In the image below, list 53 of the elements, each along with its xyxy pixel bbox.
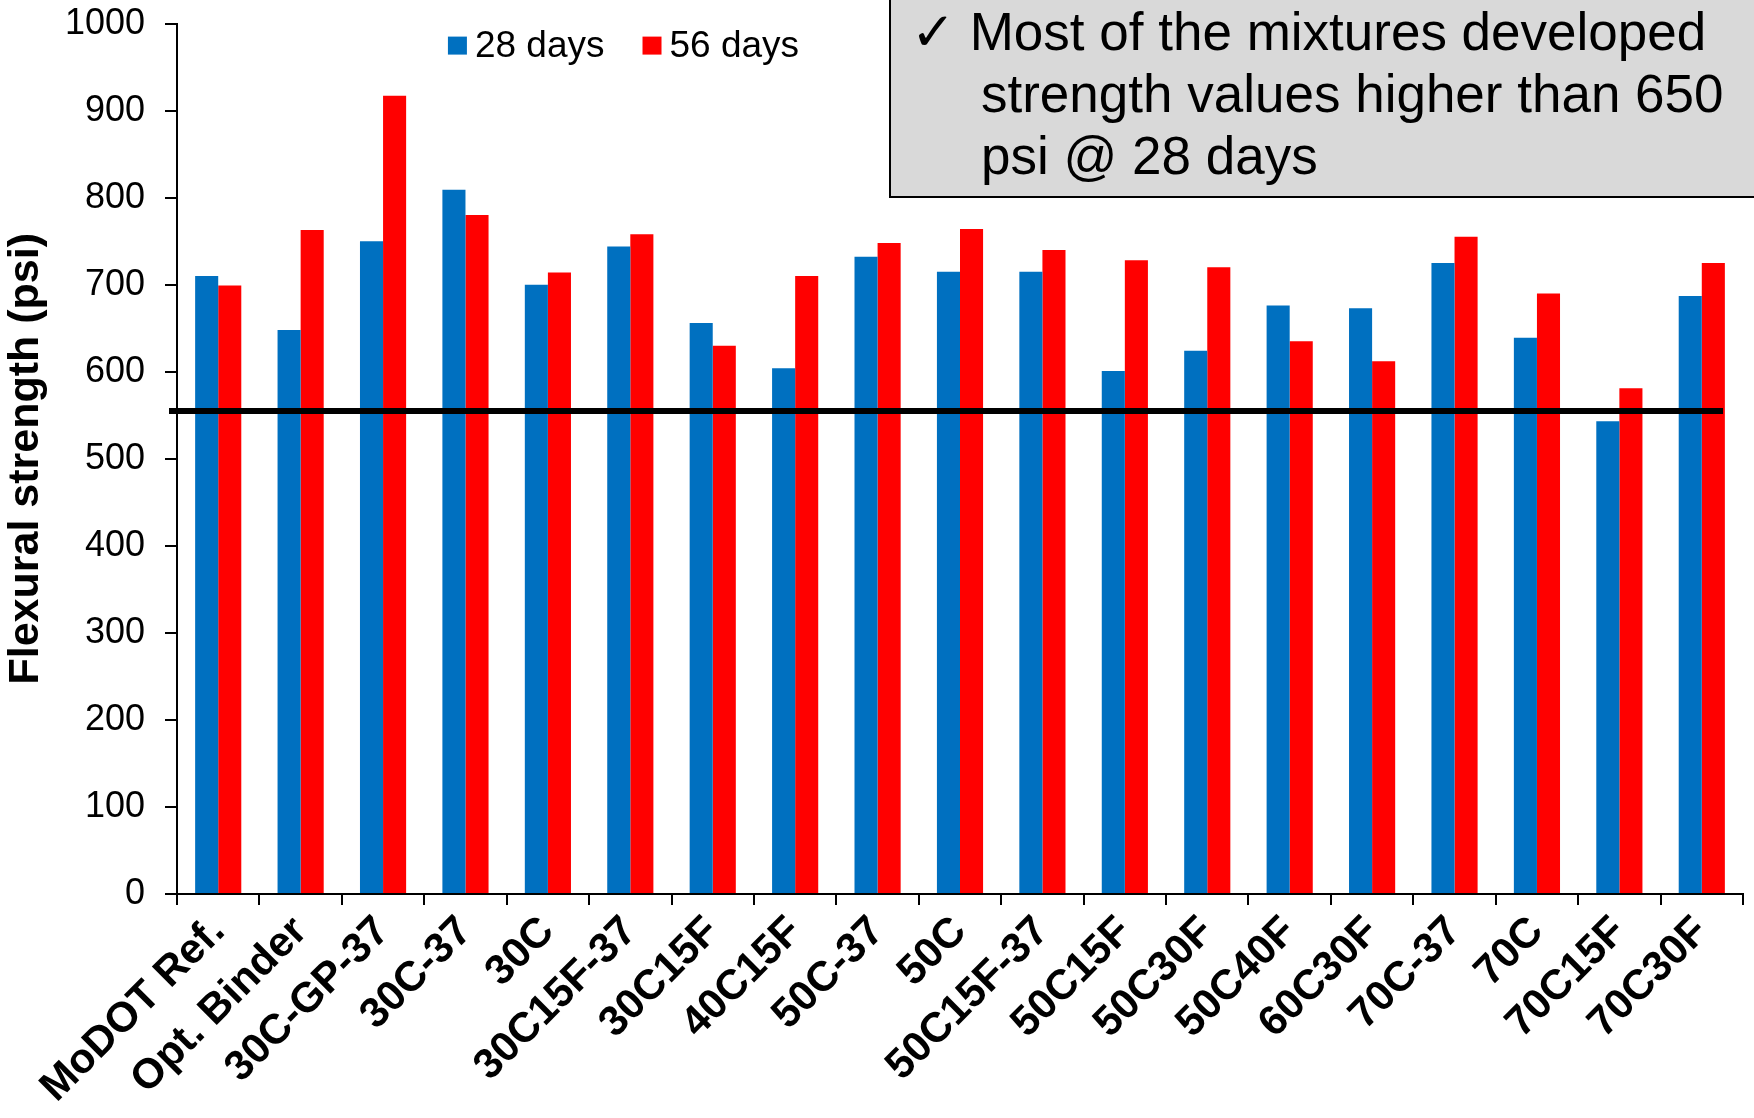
- bar: [877, 242, 901, 893]
- bar: [1207, 267, 1231, 893]
- bar: [1513, 337, 1537, 893]
- bar: [465, 215, 489, 893]
- y-tick-label: 400: [84, 522, 145, 564]
- y-tick-label: 500: [84, 435, 145, 477]
- y-tick-label: 0: [124, 870, 145, 912]
- bar: [795, 276, 819, 893]
- bar: [1619, 388, 1643, 893]
- bar: [1431, 262, 1455, 893]
- legend-label: 28 days: [474, 23, 605, 65]
- bar: [218, 285, 242, 893]
- y-tick-label: 1000: [64, 0, 145, 42]
- bar: [936, 271, 960, 893]
- bar: [1678, 296, 1702, 893]
- bar: [1019, 271, 1043, 893]
- bar: [359, 241, 384, 893]
- bar: [960, 229, 984, 893]
- y-axis-title: Flexural strength (psi): [0, 233, 47, 685]
- bar: [1101, 370, 1125, 893]
- bar: [1454, 236, 1478, 893]
- bar: [442, 189, 466, 893]
- bar: [1266, 305, 1290, 893]
- bar: [630, 234, 654, 893]
- bar: [1536, 293, 1561, 893]
- bar: [547, 272, 571, 893]
- y-tick-label: 600: [84, 348, 145, 390]
- bar: [1124, 260, 1148, 893]
- bar: [383, 95, 407, 893]
- bar: [300, 229, 324, 893]
- y-tick-label: 700: [84, 261, 145, 303]
- bar: [1042, 249, 1066, 893]
- bar: [277, 329, 301, 893]
- y-tick-label: 100: [84, 783, 145, 825]
- bar: [1184, 350, 1208, 893]
- bar: [854, 256, 878, 893]
- bar: [1349, 308, 1373, 893]
- annotation: ✓ Most of the mixtures developed strength values higher than 650 psi @ 28 days: [911, 1, 1725, 187]
- bar: [524, 284, 548, 893]
- legend-label: 56 days: [669, 23, 800, 65]
- y-tick-label: 200: [84, 696, 145, 738]
- bar: [689, 323, 713, 893]
- y-tick-label: 900: [84, 87, 145, 129]
- bar: [772, 368, 796, 893]
- bar: [1701, 262, 1725, 893]
- y-tick-label: 300: [84, 609, 145, 651]
- bar: [607, 246, 631, 893]
- y-tick-label: 800: [84, 174, 145, 216]
- bar: [712, 345, 736, 893]
- bar: [1596, 421, 1620, 893]
- bar: [1372, 361, 1396, 893]
- bar: [1289, 341, 1313, 893]
- bar: [195, 276, 219, 893]
